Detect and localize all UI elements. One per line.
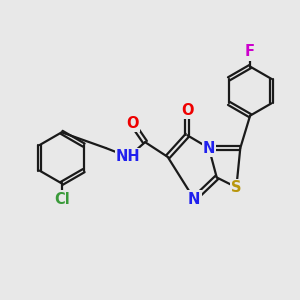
Text: O: O <box>126 116 139 131</box>
Text: O: O <box>181 103 194 118</box>
Text: N: N <box>188 192 200 207</box>
Text: F: F <box>245 44 255 59</box>
Text: S: S <box>231 180 242 195</box>
Text: Cl: Cl <box>54 192 70 207</box>
Text: N: N <box>203 140 215 155</box>
Text: NH: NH <box>116 149 141 164</box>
